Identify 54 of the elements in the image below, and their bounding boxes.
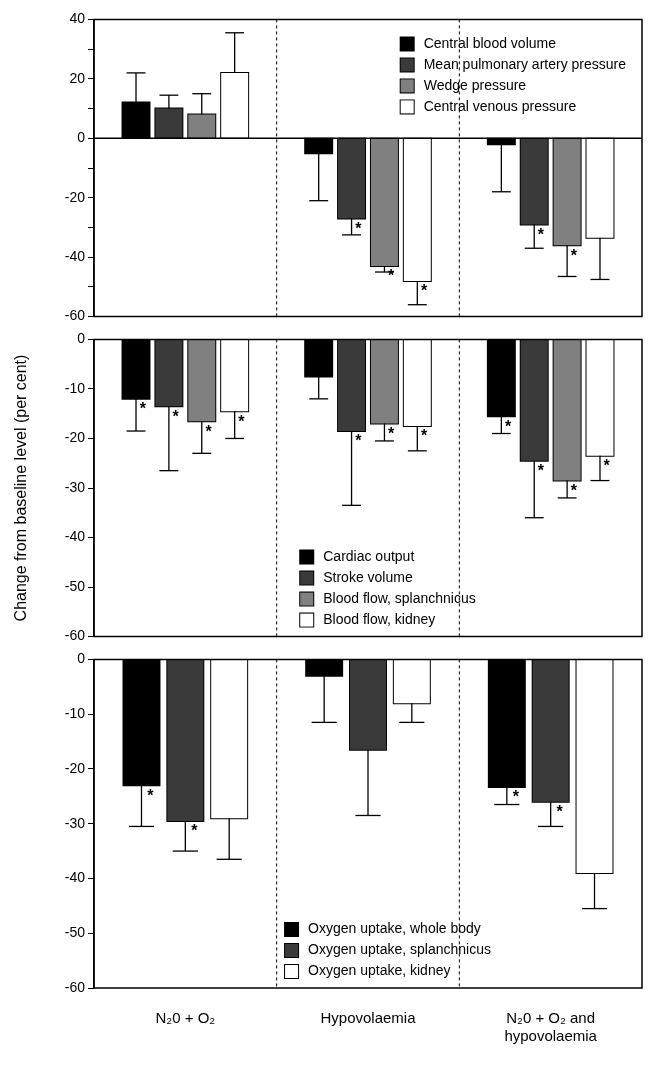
- y-tick-label: -50: [64, 924, 86, 941]
- legend-label: Blood flow, splanchnicus: [323, 589, 476, 606]
- legend-label: Central venous pressure: [423, 97, 577, 114]
- y-tick-label: 20: [69, 69, 86, 86]
- data-label: *: [603, 457, 611, 475]
- legend-label: Wedge pressure: [423, 76, 527, 93]
- y-tick-label: 40: [69, 10, 86, 27]
- y-tick-label: -20: [64, 188, 86, 205]
- y-tick-label: -10: [64, 379, 86, 396]
- x-tick-label: N₂0 + O₂ and hypovolaemia: [504, 1009, 598, 1045]
- legend-label: Stroke volume: [323, 568, 413, 585]
- data-label: *: [420, 282, 428, 300]
- y-tick-label: -50: [64, 577, 86, 594]
- y-tick-label: -40: [64, 248, 86, 265]
- y-tick-label: -30: [64, 478, 86, 495]
- y-tick-label: -20: [64, 429, 86, 446]
- legend-label: Blood flow, kidney: [323, 610, 436, 627]
- data-label: *: [139, 400, 147, 418]
- data-label: *: [355, 432, 363, 450]
- y-tick-label: -60: [64, 627, 86, 644]
- y-tick-label: -20: [64, 759, 86, 776]
- data-label: *: [420, 427, 428, 445]
- y-tick-label: -60: [64, 307, 86, 324]
- data-label: *: [355, 219, 363, 237]
- legend-label: Oxygen uptake, splanchnicus: [308, 941, 491, 958]
- y-tick-label: -40: [64, 869, 86, 886]
- data-label: *: [537, 462, 545, 480]
- legend-label: Oxygen uptake, kidney: [308, 962, 451, 979]
- data-label: *: [537, 225, 545, 243]
- data-label: *: [172, 407, 180, 425]
- data-label: *: [570, 246, 578, 264]
- data-label: *: [556, 803, 564, 821]
- x-tick-label: N₂0 + O₂: [155, 1009, 216, 1027]
- y-tick-label: 0: [77, 650, 86, 667]
- legend-label: Cardiac output: [323, 547, 415, 564]
- data-label: *: [147, 786, 155, 804]
- y-tick-label: -10: [64, 705, 86, 722]
- y-tick-label: 0: [77, 129, 86, 146]
- y-axis-title: Change from baseline level (per cent): [12, 354, 30, 622]
- legend-label: Central blood volume: [423, 34, 557, 51]
- data-label: *: [388, 425, 396, 443]
- x-tick-label: Hypovolaemia: [320, 1009, 417, 1027]
- y-tick-label: -40: [64, 528, 86, 545]
- legend-label: Oxygen uptake, whole body: [308, 920, 481, 937]
- y-tick-label: 0: [77, 330, 86, 347]
- legend-label: Mean pulmonary artery pressure: [423, 55, 627, 72]
- y-tick-label: -60: [64, 978, 86, 995]
- data-label: *: [191, 822, 199, 840]
- data-label: *: [504, 417, 512, 435]
- y-tick-label: -30: [64, 814, 86, 831]
- data-label: *: [205, 422, 213, 440]
- data-label: *: [238, 412, 246, 430]
- data-label: *: [570, 481, 578, 499]
- data-label: *: [512, 788, 520, 806]
